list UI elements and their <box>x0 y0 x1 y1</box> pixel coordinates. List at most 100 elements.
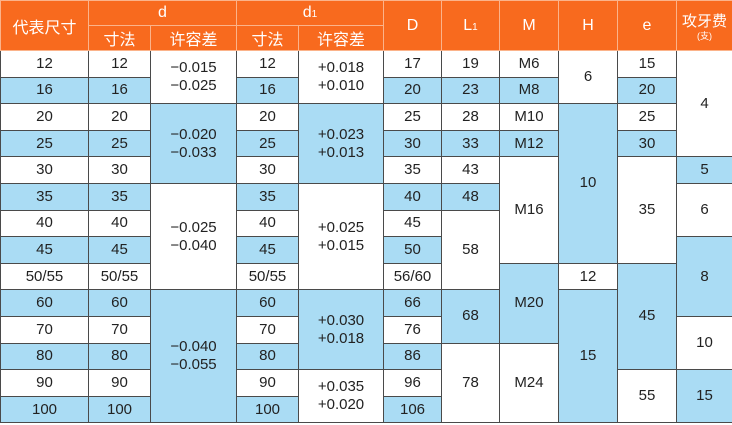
cell-line: −0.033 <box>170 143 217 161</box>
cell-D: 20 <box>383 76 442 105</box>
cell-L1: 58 <box>441 209 500 291</box>
cell-D: 76 <box>383 315 442 344</box>
cell-d-dim: 45 <box>88 236 151 264</box>
cell-line: −0.020 <box>170 125 217 143</box>
cell-d-dim: 30 <box>88 156 151 184</box>
cell-d-dim: 70 <box>88 315 151 344</box>
header-tap: 攻牙费 (支) <box>676 0 732 51</box>
cell-e: 25 <box>617 103 677 131</box>
cell-e: 20 <box>617 76 677 105</box>
cell-d-dim: 60 <box>88 289 151 317</box>
header-L1-sub: 1 <box>472 21 478 33</box>
table-row: 25 25 25 30 33 M12 30 <box>0 129 732 158</box>
cell-d1-dim: 35 <box>236 182 299 211</box>
header-row-2: 寸法 许容差 寸法 许容差 <box>1 25 732 51</box>
cell-M: M12 <box>499 129 559 158</box>
header-tap-unit: (支) <box>697 31 712 41</box>
cell-e: 55 <box>617 369 677 424</box>
table-row: 30 30 30 35 43 M16 35 5 <box>0 156 732 264</box>
cell-size: 80 <box>0 342 89 371</box>
cell-size: 30 <box>0 156 89 184</box>
cell-H: 10 <box>558 103 618 264</box>
cell-line: −0.025 <box>170 77 217 95</box>
cell-line: +0.035 <box>317 378 365 396</box>
cell-d-dim: 20 <box>88 103 151 131</box>
cell-D: 96 <box>383 369 442 397</box>
cell-D: 17 <box>383 50 442 78</box>
cell-M: M20 <box>499 262 559 344</box>
cell-d1-tol: +0.030 +0.018 <box>298 289 384 371</box>
header-d-dim: 寸法 <box>88 25 151 51</box>
cell-line: −0.025 <box>170 218 217 236</box>
cell-M: M24 <box>499 342 559 424</box>
cell-d-dim: 25 <box>88 129 151 158</box>
cell-D: 40 <box>383 182 442 211</box>
cell-size: 45 <box>0 236 89 264</box>
cell-size: 50/55 <box>0 262 89 291</box>
header-row-1: 代表尺寸 d d1 D L1 M H e 攻牙费 (支) <box>0 0 732 51</box>
cell-d-dim: 100 <box>88 395 151 424</box>
cell-size: 35 <box>0 182 89 211</box>
cell-tap: 6 <box>676 182 732 238</box>
cell-M: M10 <box>499 103 559 131</box>
cell-d1-dim: 70 <box>236 315 299 344</box>
cell-e: 35 <box>617 156 677 264</box>
cell-d1-dim: 60 <box>236 289 299 317</box>
cell-D: 56/60 <box>383 262 442 291</box>
header-M: M <box>499 0 559 51</box>
cell-d-tol: −0.040 −0.055 <box>150 289 237 424</box>
cell-d1-tol: +0.035 +0.020 <box>298 369 384 424</box>
cell-H: 15 <box>558 289 618 424</box>
cell-size: 90 <box>0 369 89 397</box>
cell-tap: 15 <box>676 369 732 424</box>
cell-e: 45 <box>617 262 677 371</box>
cell-d-dim: 40 <box>88 209 151 238</box>
cell-d-dim: 90 <box>88 369 151 397</box>
cell-line: +0.010 <box>317 77 365 95</box>
cell-d1-dim: 80 <box>236 342 299 371</box>
cell-H: 6 <box>558 49 618 105</box>
cell-L1: 78 <box>441 342 500 424</box>
cell-D: 86 <box>383 342 442 371</box>
table-row: 45 45 45 50 8 <box>0 236 732 317</box>
cell-M: M16 <box>499 156 559 264</box>
cell-e: 30 <box>617 129 677 158</box>
cell-line: −0.040 <box>170 338 217 356</box>
cell-L1: 48 <box>441 182 500 211</box>
cell-d-tol: −0.025 −0.040 <box>150 182 237 291</box>
cell-size: 25 <box>0 129 89 158</box>
cell-tap: 10 <box>676 315 732 371</box>
cell-L1: 43 <box>441 156 500 184</box>
cell-D: 30 <box>383 129 442 158</box>
header-d-tol: 许容差 <box>150 25 237 51</box>
header-d1-sub: 1 <box>311 9 318 20</box>
cell-tap: 8 <box>676 236 732 317</box>
cell-size: 16 <box>0 76 89 105</box>
cell-d-tol: −0.020 −0.033 <box>150 103 237 184</box>
table-row: 80 80 80 86 78 M24 <box>0 342 732 424</box>
cell-d1-dim: 20 <box>236 103 299 131</box>
cell-d1-tol: +0.018 +0.010 <box>298 49 384 105</box>
header-d1-dim: 寸法 <box>236 25 299 51</box>
cell-d-tol: −0.015 −0.025 <box>150 49 237 105</box>
cell-line: +0.013 <box>317 143 365 161</box>
header-d1: d1 <box>236 0 384 26</box>
header-L1: L1 <box>441 0 500 51</box>
cell-D: 35 <box>383 156 442 184</box>
cell-D: 45 <box>383 209 442 238</box>
header-d1-main: d <box>302 4 312 21</box>
cell-L1: 23 <box>441 76 500 105</box>
cell-d-dim: 80 <box>88 342 151 371</box>
cell-d1-dim: 100 <box>236 395 299 424</box>
cell-L1: 28 <box>441 103 500 131</box>
cell-d-dim: 50/55 <box>88 262 151 291</box>
header-size: 代表尺寸 <box>0 0 89 51</box>
cell-tap: 4 <box>676 49 732 158</box>
header-L1-main: L <box>463 16 473 34</box>
cell-line: −0.055 <box>170 356 217 374</box>
cell-size: 100 <box>0 395 89 424</box>
cell-size: 40 <box>0 209 89 238</box>
cell-line: −0.040 <box>170 236 217 254</box>
cell-d1-dim: 50/55 <box>236 262 299 291</box>
table-row: 60 60 −0.040 −0.055 60 +0.030 +0.018 66 68 15 <box>0 289 732 424</box>
